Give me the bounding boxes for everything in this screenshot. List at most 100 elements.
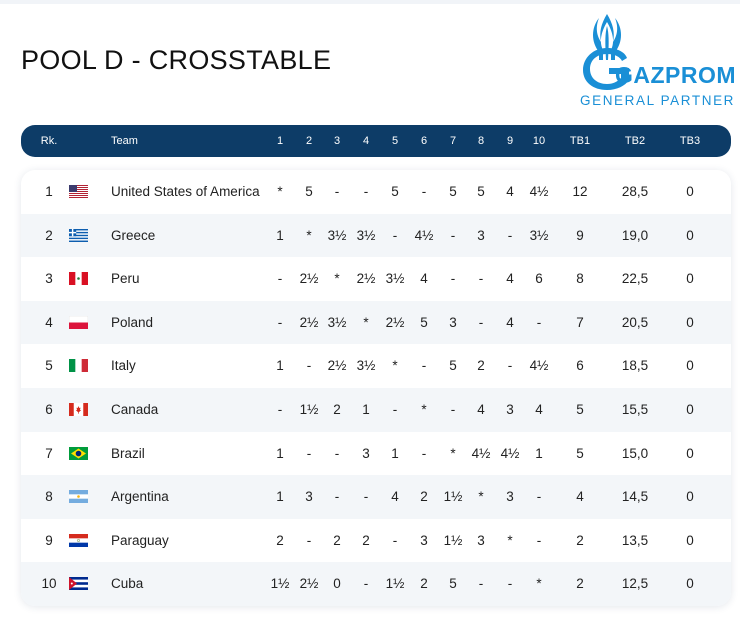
score-cell: * — [421, 402, 427, 417]
tb3-cell: 0 — [686, 576, 694, 592]
tb2-cell: 19,0 — [621, 227, 649, 243]
score-cell: - — [421, 358, 427, 374]
brazil-flag-icon — [69, 446, 88, 460]
score-cell: 2 — [420, 489, 428, 505]
score-cell: 4½ — [500, 445, 520, 461]
score-cell: 2 — [477, 358, 485, 374]
tb1-cell: 6 — [576, 358, 584, 374]
score-cell: * — [450, 445, 456, 461]
score-cell: 2½ — [327, 358, 347, 374]
header-tb1: TB1 — [569, 135, 591, 147]
gazprom-logo: GAZPROM GENERAL PARTNER — [577, 12, 737, 112]
score-cell: - — [421, 184, 427, 199]
score-cell: - — [450, 402, 456, 417]
team-name: Paraguay — [111, 532, 169, 548]
score-cell: 2½ — [299, 314, 319, 330]
rank-cell: 10 — [41, 576, 57, 592]
score-cell: - — [277, 314, 283, 330]
header-tb3: TB3 — [679, 135, 701, 147]
tb1-cell: 9 — [576, 227, 584, 243]
rank-cell: 7 — [45, 445, 53, 461]
tb1-cell: 5 — [576, 402, 584, 417]
score-cell: 1 — [276, 227, 284, 243]
score-cell: * — [277, 184, 283, 199]
score-cell: - — [363, 184, 369, 199]
score-cell: 2 — [276, 532, 284, 548]
score-cell: 2 — [333, 532, 341, 548]
score-cell: - — [478, 314, 484, 330]
score-cell: 4½ — [529, 358, 549, 374]
italy-flag-icon — [69, 359, 88, 373]
team-name: Brazil — [111, 445, 145, 461]
rank-cell: 9 — [45, 532, 53, 548]
rank-cell: 6 — [45, 402, 53, 417]
score-cell: 5 — [420, 314, 428, 330]
score-cell: 2½ — [299, 576, 319, 592]
score-cell: - — [536, 489, 542, 505]
tb3-cell: 0 — [686, 184, 694, 199]
poland-flag-icon — [69, 315, 88, 329]
score-cell: 6 — [535, 271, 543, 287]
team-name: Peru — [111, 271, 140, 287]
tb1-cell: 12 — [572, 184, 588, 199]
score-cell: 2½ — [356, 271, 376, 287]
score-cell: - — [277, 402, 283, 417]
top-divider — [0, 0, 740, 4]
header-round-8: 8 — [477, 135, 485, 147]
header-round-5: 5 — [391, 135, 399, 147]
tb3-cell: 0 — [686, 227, 694, 243]
team-name: Greece — [111, 227, 156, 243]
header-round-6: 6 — [420, 135, 428, 147]
tb2-cell: 14,5 — [621, 489, 649, 505]
tb1-cell: 2 — [576, 532, 584, 548]
score-cell: 3½ — [356, 358, 376, 374]
score-cell: 3 — [362, 445, 370, 461]
table-header: Rk. Team 1 2 3 4 5 6 7 8 9 10 TB1 TB2 TB… — [21, 125, 731, 157]
canada-flag-icon — [69, 403, 88, 416]
tb2-cell: 20,5 — [621, 314, 649, 330]
score-cell: 4 — [506, 314, 514, 330]
score-cell: 2 — [333, 402, 341, 417]
score-cell: 3 — [449, 314, 457, 330]
score-cell: 0 — [333, 576, 341, 592]
gazprom-flame-icon — [583, 14, 629, 90]
score-cell: * — [363, 314, 369, 330]
tb3-cell: 0 — [686, 314, 694, 330]
header-team: Team — [111, 135, 138, 147]
tb1-cell: 2 — [576, 576, 584, 592]
score-cell: - — [478, 576, 484, 592]
rank-cell: 3 — [45, 271, 53, 287]
rank-cell: 1 — [45, 184, 53, 199]
tb1-cell: 5 — [576, 445, 584, 461]
score-cell: 3 — [420, 532, 428, 548]
rank-cell: 2 — [45, 227, 53, 243]
crosstable-body: 1 United States of America * 5 - - 5 - 5… — [21, 170, 731, 606]
team-name: United States of America — [111, 184, 260, 199]
score-cell: 2½ — [385, 314, 405, 330]
score-cell: 3 — [477, 532, 485, 548]
score-cell: 5 — [477, 184, 485, 199]
rank-cell: 5 — [45, 358, 53, 374]
header-round-9: 9 — [506, 135, 514, 147]
score-cell: 4 — [535, 402, 543, 417]
score-cell: 1½ — [299, 402, 319, 417]
score-cell: - — [306, 358, 312, 374]
team-name: Cuba — [111, 576, 144, 592]
score-cell: - — [334, 489, 340, 505]
score-cell: - — [421, 445, 427, 461]
score-cell: 5 — [449, 184, 457, 199]
usa-flag-icon — [69, 185, 88, 198]
score-cell: - — [363, 576, 369, 592]
table-row: 5 Italy 1 - 2½ 3½ * - 5 2 - 4½ 6 18,5 0 — [21, 344, 731, 388]
tb3-cell: 0 — [686, 271, 694, 287]
score-cell: 3½ — [327, 314, 347, 330]
score-cell: * — [306, 227, 312, 243]
tb3-cell: 0 — [686, 445, 694, 461]
score-cell: 5 — [391, 184, 399, 199]
paraguay-flag-icon — [69, 533, 88, 547]
score-cell: - — [507, 576, 513, 592]
score-cell: 3½ — [356, 227, 376, 243]
tb2-cell: 13,5 — [621, 532, 649, 548]
score-cell: - — [277, 271, 283, 287]
score-cell: * — [536, 576, 542, 592]
